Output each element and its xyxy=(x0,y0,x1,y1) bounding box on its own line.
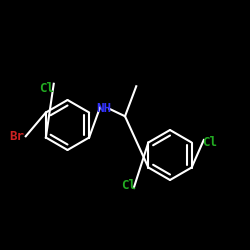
Text: NH: NH xyxy=(96,102,111,115)
Text: Cl: Cl xyxy=(121,179,136,192)
Text: Br: Br xyxy=(9,130,24,143)
Text: Cl: Cl xyxy=(39,82,54,95)
Text: Cl: Cl xyxy=(202,136,218,149)
